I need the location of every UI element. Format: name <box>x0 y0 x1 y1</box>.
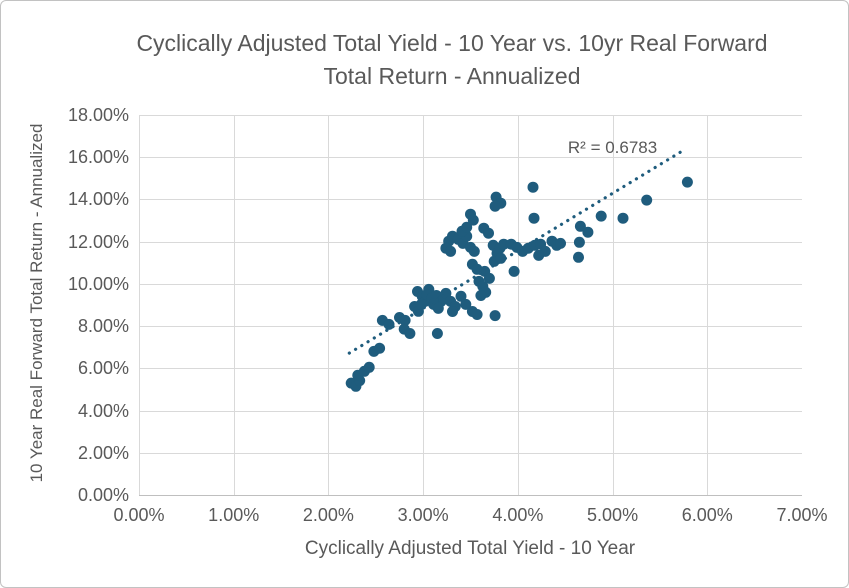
data-point <box>404 328 416 339</box>
y-tick-label: 14.00% <box>67 189 129 210</box>
x-tick-label: 5.00% <box>587 505 639 525</box>
data-point <box>483 272 495 284</box>
data-point <box>483 227 494 239</box>
y-axis-title: 10 Year Real Forward Total Return - Annu… <box>27 123 46 483</box>
data-point <box>455 290 467 302</box>
chart-title: Cyclically Adjusted Total Yield - 10 Yea… <box>136 30 768 89</box>
data-point <box>431 328 443 339</box>
data-point <box>489 200 501 212</box>
data-point <box>527 181 539 193</box>
data-point <box>573 251 584 263</box>
y-tick-label: 10.00% <box>67 273 129 294</box>
data-point <box>533 249 545 261</box>
y-tick-label: 4.00% <box>77 400 129 421</box>
y-tick-label: 0.00% <box>77 485 129 505</box>
data-point <box>475 290 487 301</box>
x-tick-label: 7.00% <box>776 505 828 525</box>
data-point <box>573 236 585 248</box>
y-tick-label: 16.00% <box>67 147 129 168</box>
y-tick-label: 2.00% <box>77 442 129 463</box>
y-tick-label: 18.00% <box>67 105 129 125</box>
trendline <box>347 147 687 355</box>
data-point <box>471 309 483 320</box>
data-point <box>468 245 480 257</box>
data-point <box>445 245 457 257</box>
y-tick-label: 12.00% <box>67 231 129 252</box>
data-point <box>363 361 375 373</box>
data-point <box>582 226 594 238</box>
data-point <box>617 212 629 224</box>
data-point <box>383 318 395 330</box>
x-tick-label: 0.00% <box>113 505 165 525</box>
data-point <box>528 212 540 224</box>
data-point <box>447 306 458 317</box>
data-point <box>432 302 444 314</box>
data-point <box>508 265 520 277</box>
data-point <box>489 310 501 322</box>
x-tick-label: 3.00% <box>397 505 449 525</box>
data-point <box>681 176 693 188</box>
y-tick-label: 8.00% <box>77 316 129 337</box>
data-point <box>595 210 607 222</box>
r-squared-label: R² = 0.6783 <box>567 137 658 157</box>
data-point <box>461 221 473 233</box>
x-tick-label: 1.00% <box>208 505 260 525</box>
plot-area <box>139 115 802 496</box>
data-point <box>467 214 479 226</box>
data-point <box>460 298 472 310</box>
x-tick-label: 2.00% <box>302 505 354 525</box>
data-point <box>641 194 653 206</box>
x-tick-label: 4.00% <box>492 505 544 525</box>
y-tick-label: 6.00% <box>77 358 129 379</box>
x-axis-title: Cyclically Adjusted Total Yield - 10 Yea… <box>304 538 636 559</box>
data-point <box>574 220 586 232</box>
x-tick-label: 6.00% <box>681 505 733 525</box>
data-point <box>374 342 386 354</box>
data-point <box>555 237 566 249</box>
